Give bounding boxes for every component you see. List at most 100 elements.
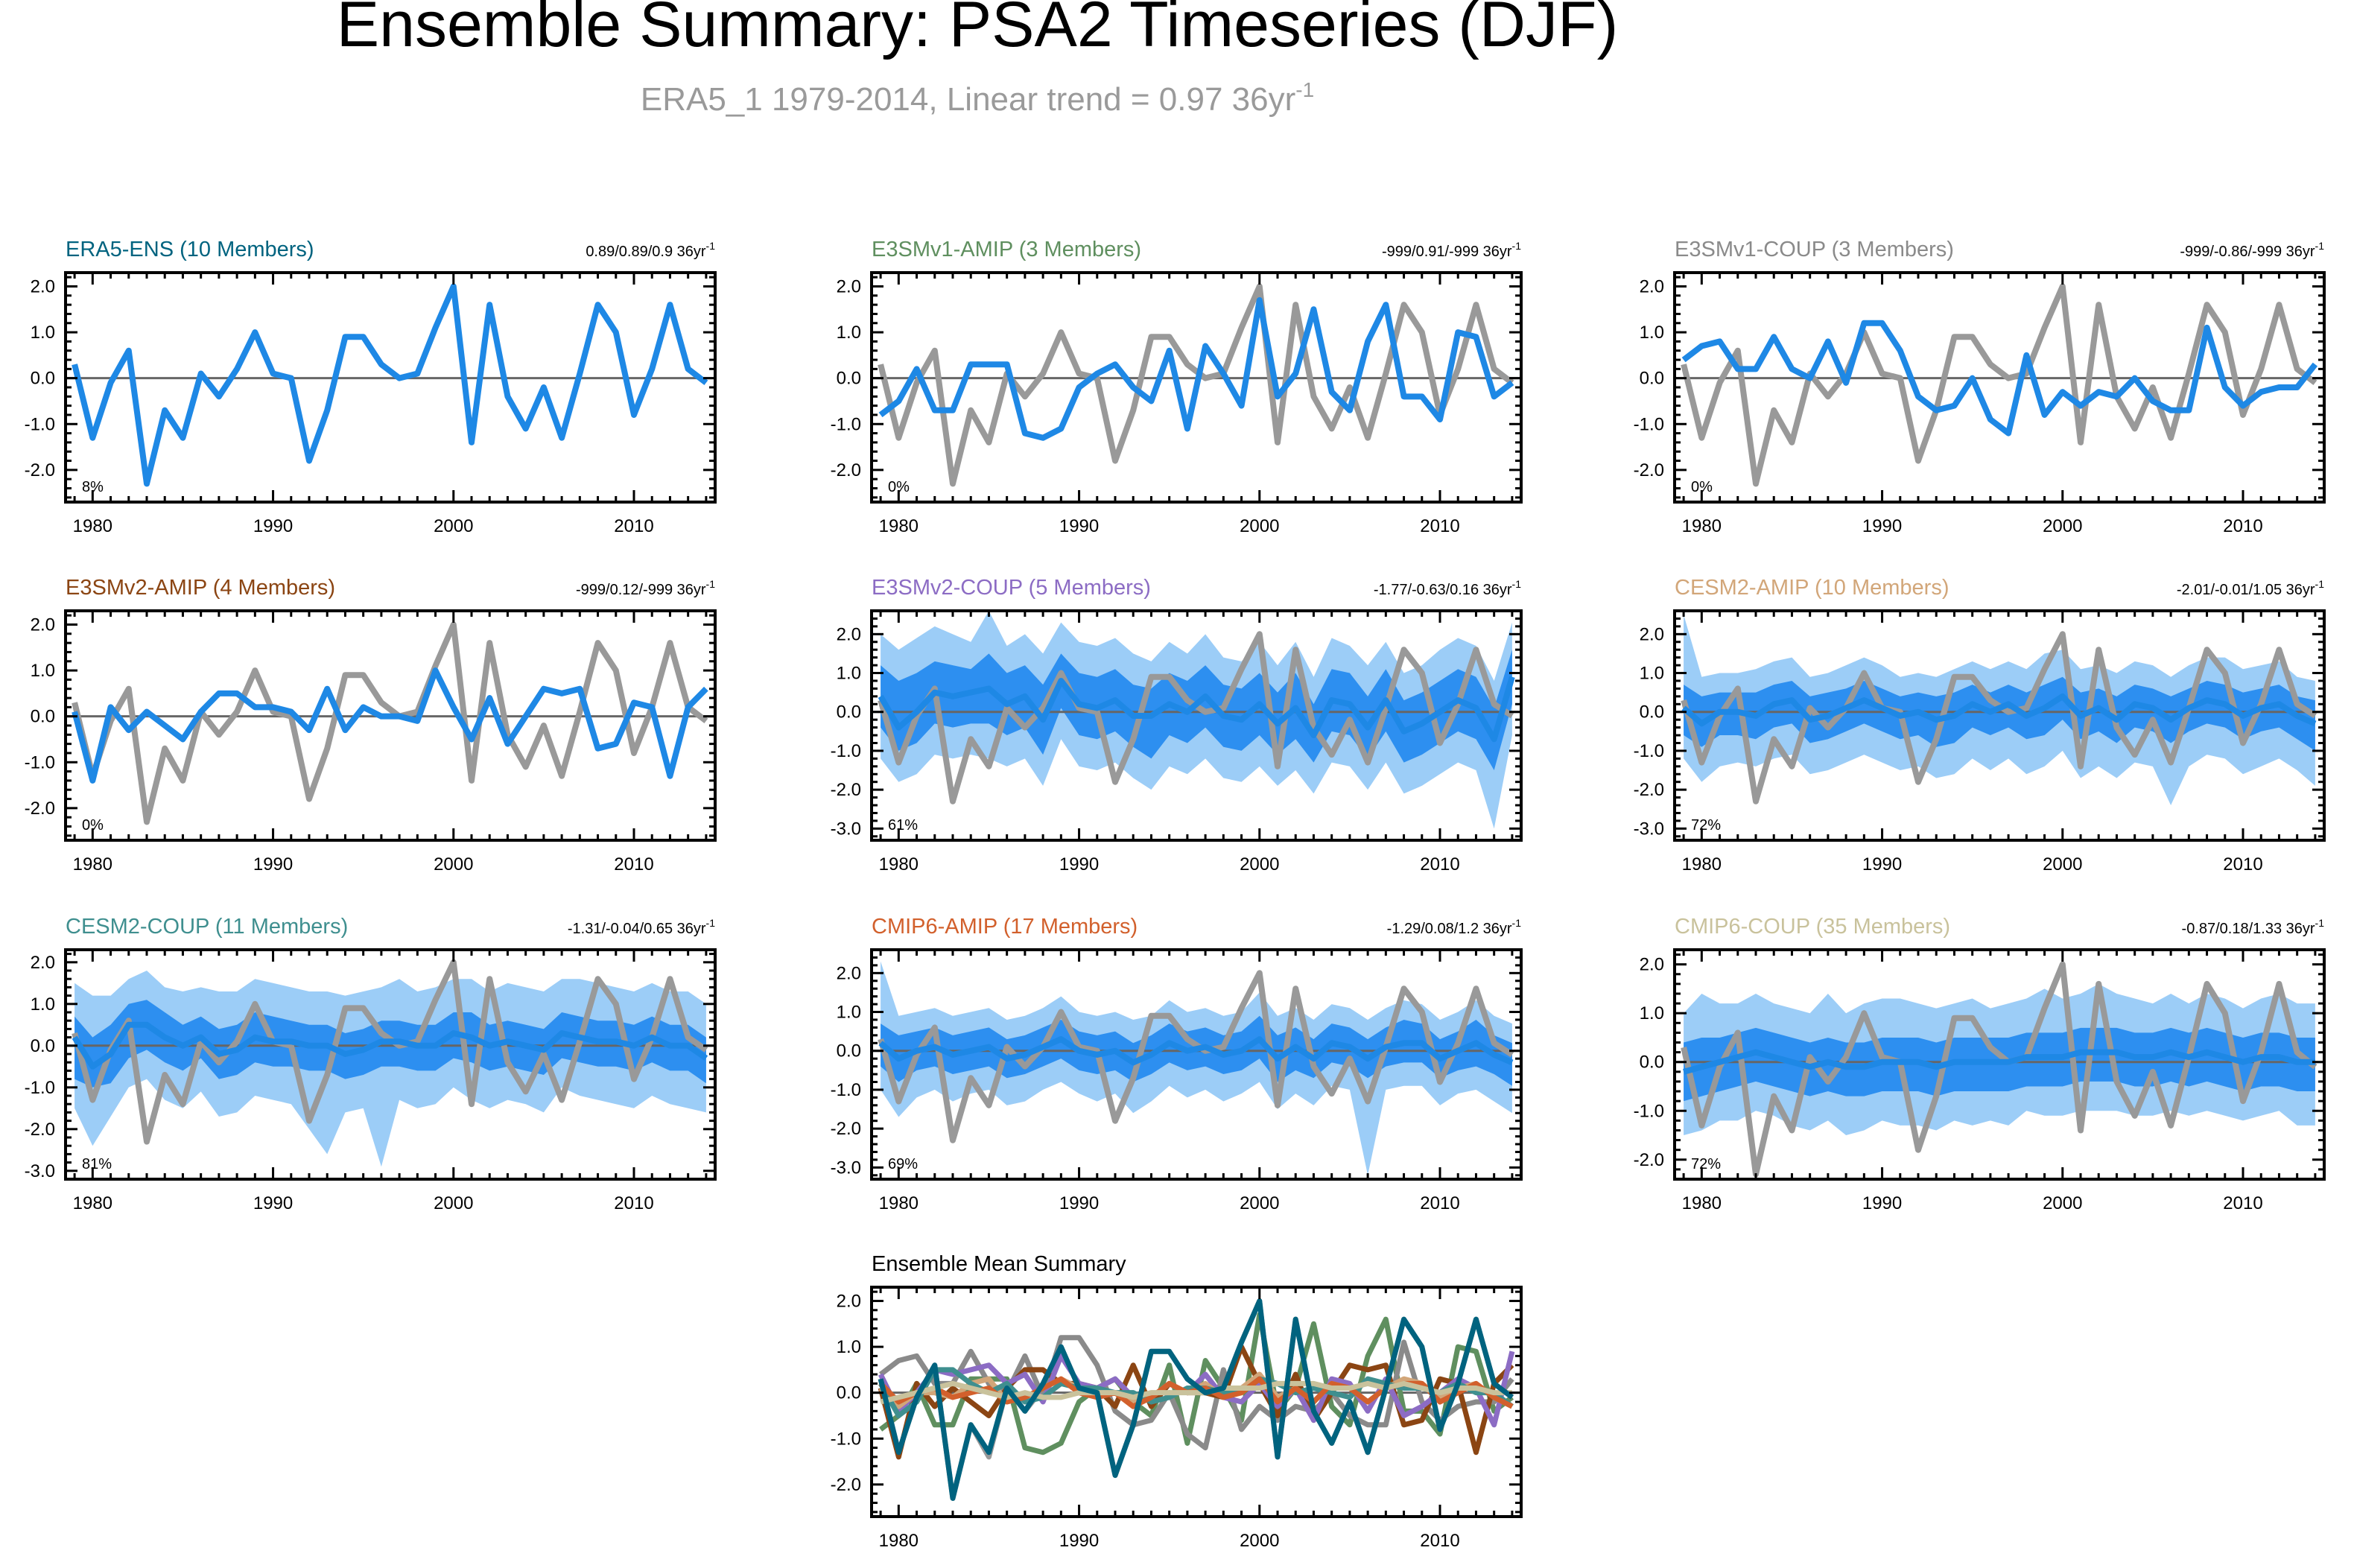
panel-title: E3SMv2-COUP (5 Members) bbox=[872, 576, 1151, 600]
panel-title: ERA5-ENS (10 Members) bbox=[66, 238, 314, 261]
x-tick-label: 2010 bbox=[614, 854, 653, 875]
x-tick-label: 2000 bbox=[2043, 1193, 2082, 1213]
y-tick-label: 1.0 bbox=[31, 661, 55, 681]
observed-line bbox=[878, 283, 1514, 487]
trend-unit-sup: -1 bbox=[706, 240, 716, 252]
x-tick-label: 2000 bbox=[1240, 516, 1279, 536]
trend-values: -0.87/0.18/1.33 36yr bbox=[2182, 921, 2315, 937]
trend-unit-sup: -1 bbox=[1512, 240, 1522, 252]
y-tick-label: -2.0 bbox=[831, 780, 861, 800]
x-tick-label: 1990 bbox=[1059, 516, 1099, 536]
y-tick-label: -1.0 bbox=[25, 414, 55, 434]
y-tick-label: -1.0 bbox=[831, 741, 861, 761]
panel-8: -2.0 -1.0 0.0 1.0 2.0 1980 1990 2000 2010 CMIP6-C… bbox=[1634, 915, 2326, 1213]
percent-label: 8% bbox=[82, 479, 104, 495]
x-tick-label: 1990 bbox=[1059, 854, 1099, 875]
y-tick-label: -1.0 bbox=[1634, 1101, 1664, 1121]
ensemble-mean-line bbox=[878, 296, 1514, 441]
percent-label: 0% bbox=[82, 817, 104, 834]
observed-line bbox=[72, 621, 708, 825]
x-tick-label: 1980 bbox=[1682, 516, 1722, 536]
ensemble-mean-line bbox=[72, 1021, 708, 1070]
panel-title: E3SMv1-COUP (3 Members) bbox=[1675, 238, 1954, 261]
panel-2: -2.0 -1.0 0.0 1.0 2.0 1980 1990 2000 2010 E3SMv1-… bbox=[1634, 238, 2326, 536]
y-tick-label: -3.0 bbox=[25, 1161, 55, 1181]
trend-label: -999/-0.86/-999 36yr-1 bbox=[2180, 240, 2324, 260]
observed-line bbox=[878, 970, 1514, 1143]
y-tick-label: 1.0 bbox=[837, 1337, 861, 1357]
panel-plot-area bbox=[1675, 283, 2324, 487]
spread-band-inner bbox=[881, 650, 1512, 771]
y-tick-label: 1.0 bbox=[1640, 323, 1664, 343]
figure-subtitle: ERA5_1 1979-2014, Linear trend = 0.97 36… bbox=[641, 78, 1314, 118]
trend-label: -0.87/0.18/1.33 36yr-1 bbox=[2182, 917, 2325, 937]
x-tick-label: 2010 bbox=[1420, 854, 1459, 875]
y-tick-label: -2.0 bbox=[1634, 780, 1664, 800]
panel-5: -3.0 -2.0 -1.0 0.0 1.0 2.0 1980 1990 2000 2010 CES… bbox=[1634, 576, 2326, 875]
trend-values: 0.89/0.89/0.9 36yr bbox=[586, 244, 706, 260]
spread-band-outer bbox=[74, 971, 706, 1167]
panel-title: CESM2-AMIP (10 Members) bbox=[1675, 576, 1949, 600]
y-tick-label: -2.0 bbox=[831, 1475, 861, 1495]
trend-label: -999/0.91/-999 36yr-1 bbox=[1382, 240, 1521, 260]
panel-4: -3.0 -2.0 -1.0 0.0 1.0 2.0 1980 1990 2000 2010 E3S… bbox=[831, 576, 1523, 875]
x-tick-label: 1980 bbox=[1682, 854, 1722, 875]
x-tick-label: 2000 bbox=[1240, 1531, 1279, 1551]
y-tick-label: -3.0 bbox=[831, 1158, 861, 1178]
x-tick-label: 1990 bbox=[1862, 516, 1902, 536]
y-tick-label: 0.0 bbox=[837, 1383, 861, 1403]
y-tick-label: 2.0 bbox=[31, 615, 55, 635]
y-tick-label: 1.0 bbox=[31, 994, 55, 1015]
ensemble-mean-line bbox=[1681, 320, 2318, 437]
percent-label: 61% bbox=[888, 817, 918, 834]
y-tick-label: 2.0 bbox=[837, 1291, 861, 1311]
trend-values: -2.01/-0.01/1.05 36yr bbox=[2177, 582, 2315, 598]
percent-label: 0% bbox=[888, 479, 910, 495]
ensemble-mean-line bbox=[1681, 693, 2317, 727]
trend-label: -1.31/-0.04/0.65 36yr-1 bbox=[568, 917, 715, 937]
trend-label: 0.89/0.89/0.9 36yr-1 bbox=[586, 240, 715, 260]
x-tick-label: 2000 bbox=[1240, 1193, 1279, 1213]
y-tick-label: -2.0 bbox=[1634, 460, 1664, 480]
ensemble-mean-line bbox=[1683, 1049, 2315, 1075]
x-tick-label: 1990 bbox=[253, 1193, 293, 1213]
ensemble-mean-line bbox=[878, 1036, 1514, 1066]
panel-plot-area bbox=[872, 1298, 1521, 1501]
y-tick-label: -1.0 bbox=[831, 1429, 861, 1449]
y-tick-label: 2.0 bbox=[837, 963, 861, 983]
observed-line bbox=[1681, 283, 2317, 487]
x-tick-label: 2010 bbox=[2223, 854, 2262, 875]
y-tick-label: -1.0 bbox=[1634, 414, 1664, 434]
percent-label: 81% bbox=[82, 1156, 112, 1172]
y-tick-label: 0.0 bbox=[837, 369, 861, 389]
panel-frame bbox=[64, 948, 717, 1181]
ensemble-mean-line bbox=[72, 667, 708, 784]
x-tick-label: 1980 bbox=[879, 516, 919, 536]
trend-label: -1.29/0.08/1.2 36yr-1 bbox=[1387, 917, 1522, 937]
y-tick-label: -2.0 bbox=[831, 1119, 861, 1139]
x-tick-label: 2010 bbox=[1420, 516, 1459, 536]
y-tick-label: -2.0 bbox=[25, 460, 55, 480]
x-tick-label: 1980 bbox=[879, 1193, 919, 1213]
y-tick-label: 2.0 bbox=[1640, 955, 1664, 975]
x-tick-label: 2010 bbox=[2223, 1193, 2262, 1213]
trend-unit-sup: -1 bbox=[1512, 917, 1522, 929]
panel-plot-area bbox=[1675, 615, 2324, 806]
x-tick-label: 1980 bbox=[73, 1193, 112, 1213]
y-tick-label: -1.0 bbox=[831, 414, 861, 434]
trend-label: -999/0.12/-999 36yr-1 bbox=[576, 578, 715, 598]
panel-frame bbox=[870, 948, 1523, 1181]
y-tick-label: -1.0 bbox=[25, 752, 55, 772]
x-tick-label: 1980 bbox=[73, 516, 112, 536]
x-tick-label: 2000 bbox=[1240, 854, 1279, 875]
trend-unit-sup: -1 bbox=[1512, 578, 1522, 590]
trend-values: -999/0.91/-999 36yr bbox=[1382, 244, 1512, 260]
y-tick-label: 1.0 bbox=[837, 664, 861, 684]
y-tick-label: 0.0 bbox=[1640, 1053, 1664, 1073]
y-tick-label: 0.0 bbox=[31, 1036, 55, 1056]
percent-label: 72% bbox=[1691, 817, 1721, 834]
percent-label: 0% bbox=[1691, 479, 1713, 495]
x-tick-label: 1980 bbox=[879, 1531, 919, 1551]
y-tick-label: -1.0 bbox=[25, 1078, 55, 1098]
x-tick-label: 1990 bbox=[1059, 1193, 1099, 1213]
